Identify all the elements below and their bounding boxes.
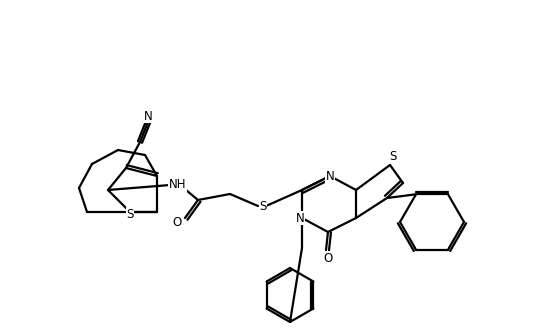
Text: N: N (296, 212, 304, 224)
Text: O: O (172, 215, 182, 229)
Text: NH: NH (169, 179, 186, 191)
Text: O: O (324, 251, 333, 265)
Text: N: N (144, 110, 152, 122)
Text: S: S (389, 150, 397, 164)
Text: S: S (127, 208, 134, 220)
Text: S: S (260, 200, 266, 214)
Text: N: N (326, 169, 334, 183)
